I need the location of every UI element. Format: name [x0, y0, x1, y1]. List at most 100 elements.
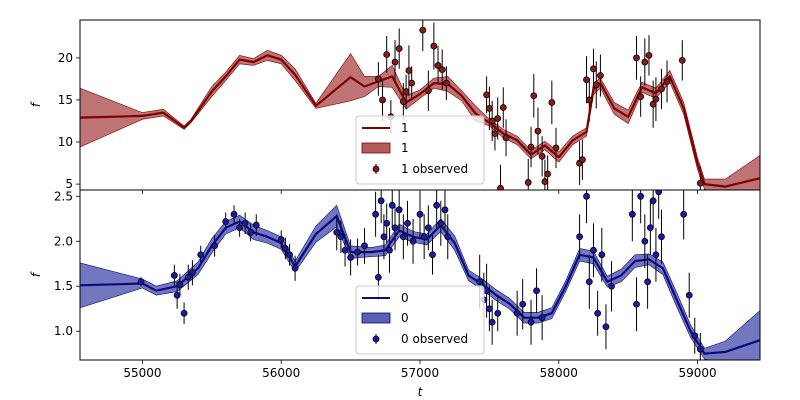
observed-point — [597, 72, 604, 79]
observed-point — [230, 210, 238, 218]
observed-point — [602, 323, 610, 331]
observed-points-0 — [137, 190, 704, 353]
observed-point — [409, 237, 417, 245]
observed-point — [578, 156, 586, 164]
panel-top: 5 10 15 20 f 1 1 1 observed — [29, 19, 761, 194]
observed-point — [383, 219, 391, 227]
observed-point — [374, 273, 382, 281]
observed-point — [247, 228, 255, 236]
observed-point — [494, 115, 502, 122]
observed-point — [433, 201, 441, 209]
observed-point — [519, 300, 527, 308]
legend-bottom: 0 0 0 observed — [355, 285, 485, 355]
observed-point — [281, 245, 289, 252]
observed-point — [646, 224, 654, 232]
legend-box-bottom — [355, 285, 485, 355]
observed-point — [538, 152, 546, 160]
band-area — [80, 49, 760, 190]
observed-point — [590, 65, 597, 73]
observed-point — [641, 237, 649, 245]
observed-point — [637, 93, 645, 100]
observed-point — [592, 81, 600, 89]
y-tick-label: 20 — [58, 51, 73, 65]
y-ticks-top: 5 10 15 20 — [58, 51, 80, 191]
observed-point — [485, 104, 493, 112]
x-axis-label: t — [418, 385, 424, 399]
observed-point — [189, 269, 196, 277]
observed-point — [252, 221, 260, 229]
observed-point — [494, 309, 502, 317]
observed-point — [399, 98, 407, 106]
observed-point — [184, 273, 192, 281]
observed-point — [386, 246, 393, 254]
observed-point — [380, 233, 388, 241]
observed-point — [241, 219, 249, 227]
observed-point — [441, 206, 449, 214]
observed-point — [598, 251, 606, 259]
observed-point — [691, 332, 699, 340]
observed-point — [488, 117, 496, 125]
observed-point — [513, 309, 521, 317]
observed-point — [655, 190, 663, 196]
observed-point — [497, 184, 504, 190]
observed-point — [652, 251, 660, 259]
observed-point — [548, 99, 556, 106]
observed-point — [641, 58, 649, 66]
observed-point — [652, 95, 660, 103]
observed-point — [197, 251, 205, 259]
observed-point — [391, 58, 399, 66]
observed-point — [222, 218, 230, 225]
x-ticks-bottom: 55000 56000 57000 58000 59000 — [123, 360, 717, 380]
observed-point — [585, 96, 593, 104]
observed-point — [405, 67, 413, 74]
observed-point — [541, 178, 549, 185]
observed-point — [491, 130, 499, 138]
observed-point — [633, 300, 640, 308]
observed-point — [404, 219, 411, 227]
legend-band-swatch-top — [361, 142, 391, 154]
observed-point — [236, 224, 243, 232]
observed-point — [437, 219, 445, 227]
y-tick-label: 5 — [65, 177, 73, 191]
x-tick-label: 55000 — [123, 366, 161, 380]
observed-point — [534, 127, 542, 135]
observed-point — [685, 291, 693, 299]
observed-point — [633, 54, 640, 62]
observed-point — [372, 210, 379, 218]
y-axis-label-top: f — [29, 101, 43, 107]
observed-point — [533, 287, 540, 295]
observed-point — [420, 233, 428, 241]
observed-point — [499, 104, 507, 111]
observed-point — [583, 192, 590, 200]
observed-point — [488, 318, 496, 326]
observed-points-1 — [374, 26, 704, 190]
x-tick-label: 59000 — [678, 366, 716, 380]
panel-bottom: 55000 56000 57000 58000 59000 1.0 1.5 2.0 2.5 f… — [29, 189, 761, 399]
observed-point — [649, 197, 657, 205]
observed-point — [544, 170, 552, 178]
x-tick-label: 56000 — [262, 366, 300, 380]
observed-point — [524, 179, 532, 186]
legend-label-bottom-0: 0 — [401, 291, 409, 305]
observed-point — [483, 91, 491, 99]
y-tick-label: 1.5 — [54, 279, 73, 293]
observed-point — [395, 206, 403, 214]
legend-label-top-0: 1 — [401, 121, 409, 135]
observed-point — [678, 56, 686, 64]
legend-band-swatch-bottom — [361, 312, 391, 324]
y-tick-label: 2.0 — [54, 234, 73, 248]
observed-point — [170, 272, 178, 279]
observed-point — [337, 233, 345, 241]
observed-point — [341, 246, 349, 254]
observed-point — [333, 228, 341, 236]
observed-point — [658, 233, 665, 241]
x-tick-label: 58000 — [540, 366, 578, 380]
observed-point — [483, 287, 491, 295]
observed-point — [354, 248, 361, 256]
observed-point — [637, 192, 645, 200]
observed-point — [538, 314, 546, 322]
y-tick-label: 10 — [58, 135, 73, 149]
observed-point — [628, 210, 636, 218]
observed-point — [424, 224, 432, 232]
